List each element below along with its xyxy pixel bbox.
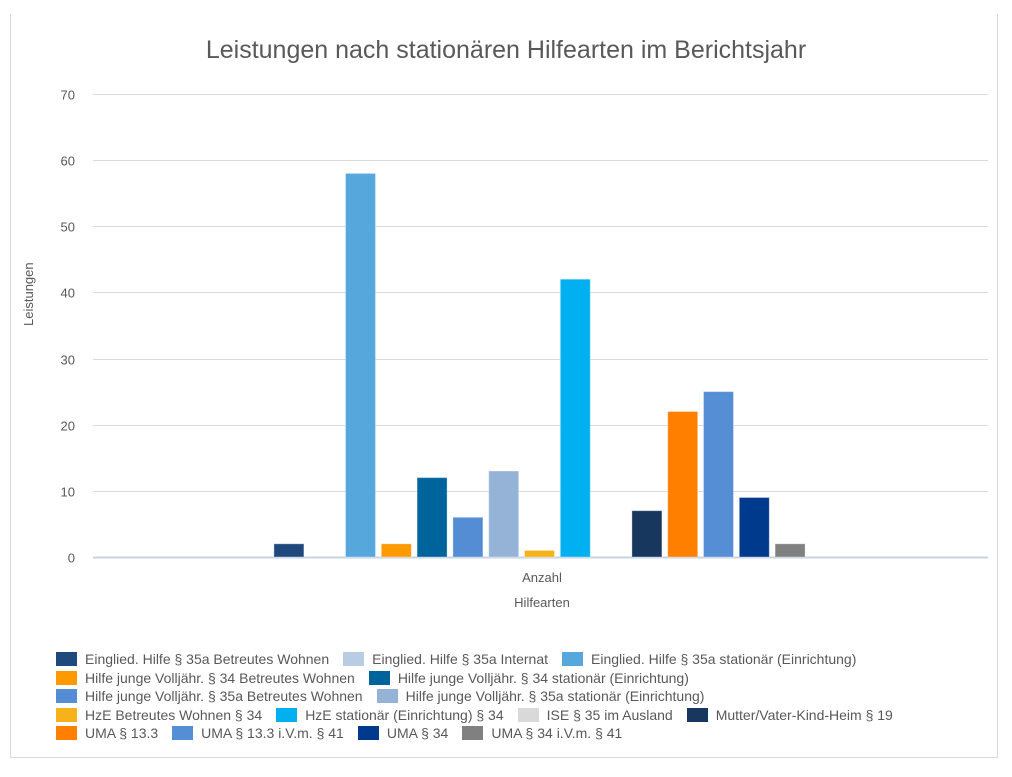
legend-swatch bbox=[462, 726, 484, 741]
bar-12 bbox=[667, 411, 699, 558]
legend-label: Hilfe junge Volljähr. § 35a Betreutes Wo… bbox=[85, 688, 363, 705]
legend-label: HzE stationär (Einrichtung) § 34 bbox=[305, 706, 504, 723]
y-tick-label: 70 bbox=[61, 88, 75, 103]
bar-15 bbox=[774, 543, 806, 558]
y-tick-label: 0 bbox=[68, 551, 75, 566]
legend-item[interactable]: UMA § 34 bbox=[357, 725, 449, 742]
bar-8 bbox=[524, 549, 555, 558]
legend-label: Einglied. Hilfe § 35a Betreutes Wohnen bbox=[85, 651, 330, 668]
x-tick-label: Anzahl bbox=[522, 570, 562, 585]
legend-swatch bbox=[562, 652, 584, 667]
bar-1 bbox=[273, 543, 305, 558]
legend-swatch bbox=[368, 670, 390, 685]
bar-9 bbox=[559, 278, 591, 558]
legend-item[interactable]: Hilfe junge Volljähr. § 35a Betreutes Wo… bbox=[56, 688, 363, 704]
legend-swatch bbox=[686, 707, 708, 722]
legend-item[interactable]: Hilfe junge Volljähr. § 35a stationär (E… bbox=[376, 688, 705, 705]
legend-label: Hilfe junge Volljähr. § 35a stationär (E… bbox=[405, 688, 705, 705]
y-tick-label: 60 bbox=[61, 154, 75, 169]
bar-14 bbox=[738, 497, 770, 558]
legend-swatch bbox=[376, 689, 398, 704]
bars bbox=[273, 172, 806, 558]
legend-item[interactable]: Einglied. Hilfe § 35a Betreutes Wohnen bbox=[56, 651, 329, 667]
chart-title: Leistungen nach stationären Hilfearten i… bbox=[205, 36, 807, 64]
legend-swatch bbox=[56, 652, 77, 667]
legend-label: ISE § 35 im Ausland bbox=[546, 706, 673, 723]
legend-item[interactable]: Hilfe junge Volljähr. § 34 stationär (Ei… bbox=[368, 669, 689, 686]
legend-swatch bbox=[343, 652, 365, 667]
legend-label: UMA § 34 i.V.m. § 41 bbox=[491, 725, 623, 742]
legend-label: Einglied. Hilfe § 35a stationär (Einrich… bbox=[591, 651, 857, 668]
legend-label: UMA § 13.3 bbox=[85, 725, 159, 742]
legend-swatch bbox=[56, 726, 77, 741]
legend: Einglied. Hilfe § 35a Betreutes Wohnen Ei… bbox=[56, 650, 986, 743]
legend-label: Mutter/Vater-Kind-Heim § 19 bbox=[715, 706, 893, 723]
legend-row: UMA § 13.3 UMA § 13.3 i.V.m. § 41 UMA § 34… bbox=[56, 724, 986, 743]
y-axis-label: Leistungen bbox=[21, 262, 36, 326]
legend-item[interactable]: HzE Betreutes Wohnen § 34 bbox=[56, 707, 262, 723]
y-tick-label: 40 bbox=[61, 286, 75, 301]
legend-swatch bbox=[517, 707, 539, 722]
legend-row: Hilfe junge Volljähr. § 34 Betreutes Woh… bbox=[56, 669, 986, 688]
bar-3 bbox=[345, 172, 376, 558]
legend-swatch bbox=[276, 707, 298, 722]
legend-swatch bbox=[56, 689, 77, 704]
legend-swatch bbox=[172, 726, 194, 741]
legend-label: Hilfe junge Volljähr. § 34 Betreutes Woh… bbox=[85, 669, 355, 686]
chart-frame bbox=[10, 14, 998, 758]
legend-label: UMA § 34 bbox=[386, 725, 449, 742]
legend-row: Hilfe junge Volljähr. § 35a Betreutes Wo… bbox=[56, 687, 986, 706]
legend-item[interactable]: UMA § 34 i.V.m. § 41 bbox=[462, 725, 622, 741]
legend-item[interactable]: HzE stationär (Einrichtung) § 34 bbox=[276, 706, 504, 723]
bar-11 bbox=[631, 510, 663, 558]
legend-item[interactable]: ISE § 35 im Ausland bbox=[517, 706, 673, 723]
legend-swatch bbox=[56, 707, 77, 722]
legend-label: Einglied. Hilfe § 35a Internat bbox=[372, 651, 549, 668]
y-tick-labels: 0 10 20 30 40 50 60 70 bbox=[61, 88, 75, 566]
bar-5 bbox=[416, 477, 448, 558]
legend-row: HzE Betreutes Wohnen § 34 HzE stationär (… bbox=[56, 706, 986, 725]
y-tick-label: 50 bbox=[61, 220, 75, 235]
legend-label: Hilfe junge Volljähr. § 34 stationär (Ei… bbox=[397, 669, 689, 686]
legend-label: HzE Betreutes Wohnen § 34 bbox=[85, 706, 263, 723]
y-tick-label: 20 bbox=[61, 419, 75, 434]
x-axis-label: Hilfearten bbox=[514, 595, 570, 610]
legend-item[interactable]: UMA § 13.3 bbox=[56, 725, 158, 741]
y-tick-label: 30 bbox=[61, 353, 75, 368]
bar-13 bbox=[703, 391, 734, 558]
legend-swatch bbox=[357, 726, 379, 741]
legend-label: UMA § 13.3 i.V.m. § 41 bbox=[201, 725, 344, 742]
bar-4 bbox=[380, 543, 412, 558]
bar-6 bbox=[452, 516, 484, 558]
legend-item[interactable]: Hilfe junge Volljähr. § 34 Betreutes Woh… bbox=[56, 670, 355, 686]
y-tick-label: 10 bbox=[61, 485, 75, 500]
legend-row: Einglied. Hilfe § 35a Betreutes Wohnen Ei… bbox=[56, 650, 986, 669]
gridlines bbox=[93, 94, 988, 559]
bar-7 bbox=[488, 470, 520, 558]
legend-item[interactable]: Mutter/Vater-Kind-Heim § 19 bbox=[686, 706, 893, 723]
legend-swatch bbox=[56, 670, 77, 685]
legend-item[interactable]: Einglied. Hilfe § 35a Internat bbox=[343, 651, 548, 667]
legend-item[interactable]: Einglied. Hilfe § 35a stationär (Einrich… bbox=[562, 651, 856, 667]
legend-item[interactable]: UMA § 13.3 i.V.m. § 41 bbox=[172, 725, 344, 741]
